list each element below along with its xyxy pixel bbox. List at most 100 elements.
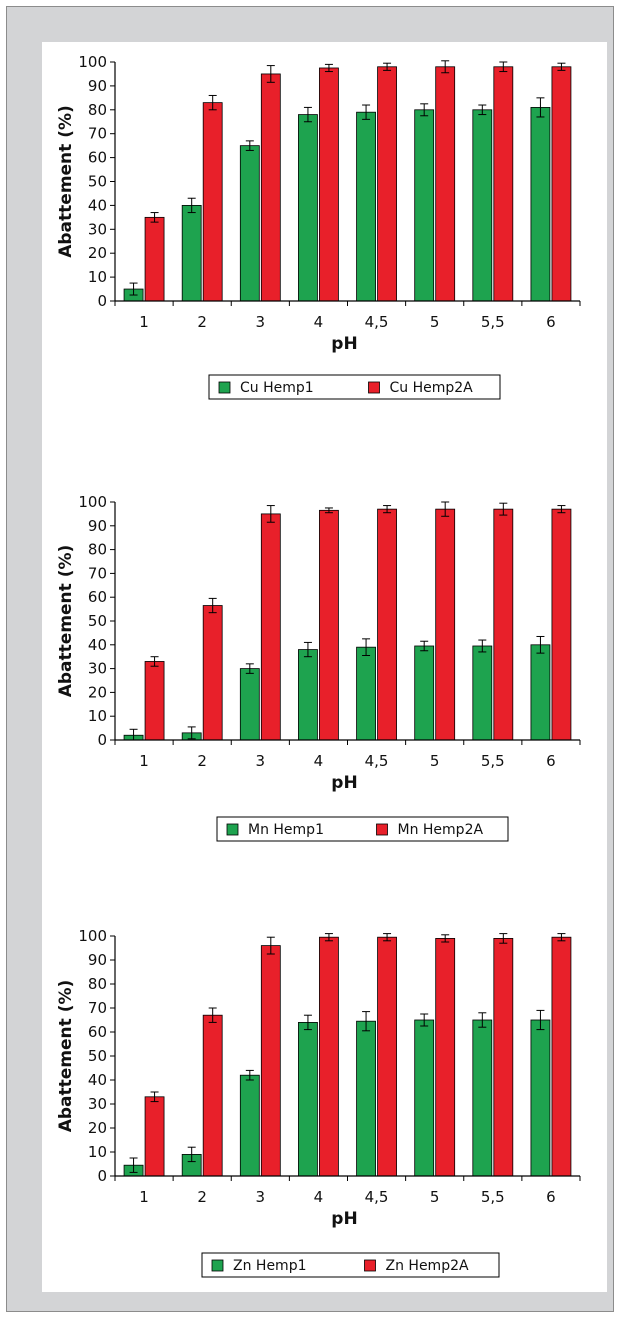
legend-swatch	[211, 1259, 224, 1272]
x-tick-label: 2	[197, 752, 207, 770]
bar-hemp1	[472, 109, 493, 302]
bar-hemp1	[239, 668, 260, 741]
x-tick-label: 5,5	[481, 313, 505, 331]
bar-hemp2a	[377, 508, 397, 741]
y-tick-label: 0	[97, 292, 107, 310]
x-tick-label: 3	[256, 1188, 266, 1206]
x-tick-label: 5	[430, 1188, 440, 1206]
y-tick-label: 80	[88, 101, 107, 119]
y-tick-label: 70	[88, 125, 107, 143]
figure-frame: 0 10 20 30 40 50 60 70 80 90 100 1 2 3 4 4,5 5 5,5 6 pH Abat…	[6, 6, 614, 1312]
legend-swatch	[368, 381, 380, 394]
y-tick-label: 20	[88, 683, 107, 701]
bar-hemp2a	[202, 605, 223, 741]
bar-hemp2a	[435, 938, 456, 1177]
bar-hemp2a	[319, 936, 339, 1177]
x-tick-label: 5	[430, 752, 440, 770]
bar-hemp1	[414, 645, 435, 741]
y-tick-label: 20	[88, 1119, 107, 1137]
y-tick-label: 80	[88, 541, 107, 559]
bar-hemp2a	[319, 509, 339, 741]
y-tick-label: 10	[88, 707, 107, 725]
legend-swatch	[376, 823, 388, 836]
bar-hemp2a	[377, 66, 397, 302]
chart-3: 0 10 20 30 40 50 60 70 80 90 100 1 2 3 4 4,5 5 5,5 6 pH Abat…	[56, 927, 581, 1278]
y-tick-label: 100	[78, 53, 107, 71]
bar-hemp1	[414, 109, 435, 302]
legend-label: Mn Hemp1	[248, 822, 324, 838]
bar-hemp1	[239, 1074, 260, 1177]
bar-hemp2a	[551, 66, 572, 302]
y-tick-label: 10	[88, 1143, 107, 1161]
legend-label: Mn Hemp2A	[398, 822, 484, 838]
y-tick-label: 100	[78, 927, 107, 945]
bar-hemp1	[472, 1019, 493, 1177]
bar-hemp1	[530, 644, 551, 741]
x-tick-label: 4,5	[365, 752, 389, 770]
x-tick-label: 4,5	[365, 313, 389, 331]
bar-hemp2a	[260, 945, 281, 1177]
figure-panel: 0 10 20 30 40 50 60 70 80 90 100 1 2 3 4 4,5 5 5,5 6 pH Abat…	[42, 42, 607, 1292]
bar-hemp2a	[319, 67, 339, 302]
bar-hemp2a	[144, 216, 165, 302]
y-tick-label: 60	[88, 149, 107, 167]
y-tick-label: 50	[88, 612, 107, 630]
legend-label: Cu Hemp1	[240, 380, 314, 396]
x-axis-title: pH	[331, 1209, 357, 1229]
bar-hemp2a	[202, 102, 223, 302]
x-tick-label: 4	[314, 1188, 324, 1206]
x-tick-label: 4,5	[365, 1188, 389, 1206]
y-tick-label: 40	[88, 1071, 107, 1089]
y-tick-label: 30	[88, 220, 107, 238]
y-tick-label: 60	[88, 588, 107, 606]
bar-hemp2a	[202, 1014, 223, 1177]
x-tick-label: 3	[256, 313, 266, 331]
bar-hemp1	[414, 1019, 435, 1177]
bar-hemp1	[298, 114, 318, 302]
bar-hemp1	[298, 649, 318, 741]
bar-hemp2a	[551, 508, 572, 741]
y-axis-title: Abattement (%)	[56, 105, 76, 258]
y-tick-label: 90	[88, 77, 107, 95]
legend-swatch	[226, 823, 239, 836]
bar-hemp1	[356, 111, 376, 302]
y-tick-label: 70	[88, 564, 107, 582]
legend-box	[201, 1252, 500, 1278]
bar-hemp2a	[493, 938, 514, 1177]
legend-label: Zn Hemp1	[233, 1258, 307, 1274]
x-axis-title: pH	[331, 773, 357, 793]
y-tick-label: 90	[88, 517, 107, 535]
bar-hemp2a	[435, 66, 456, 302]
bar-hemp2a	[144, 661, 165, 741]
x-tick-label: 1	[139, 1188, 149, 1206]
x-tick-label: 4	[314, 313, 324, 331]
y-tick-label: 40	[88, 636, 107, 654]
bar-hemp2a	[493, 66, 514, 302]
bar-hemp2a	[493, 508, 514, 741]
y-axis-title: Abattement (%)	[56, 545, 76, 698]
bar-hemp1	[530, 1019, 551, 1177]
y-tick-label: 30	[88, 1095, 107, 1113]
y-tick-label: 40	[88, 196, 107, 214]
y-tick-label: 10	[88, 268, 107, 286]
x-tick-label: 3	[256, 752, 266, 770]
x-tick-label: 2	[197, 1188, 207, 1206]
bar-hemp2a	[260, 513, 281, 741]
x-tick-label: 1	[139, 313, 149, 331]
chart-2: 0 10 20 30 40 50 60 70 80 90 100 1 2 3 4 4,5 5 5,5 6 pH Abat…	[56, 493, 581, 842]
legend-label: Cu Hemp2A	[390, 380, 474, 396]
y-tick-label: 20	[88, 244, 107, 262]
legend: Cu Hemp1 Cu Hemp2A	[208, 374, 501, 400]
x-tick-label: 6	[546, 752, 556, 770]
x-axis-title: pH	[331, 334, 357, 354]
legend: Zn Hemp1 Zn Hemp2A	[201, 1252, 500, 1278]
y-tick-label: 0	[97, 1167, 107, 1185]
x-tick-label: 2	[197, 313, 207, 331]
bar-hemp1	[181, 204, 202, 302]
x-tick-label: 4	[314, 752, 324, 770]
bar-hemp1	[356, 646, 376, 741]
x-tick-label: 6	[546, 313, 556, 331]
y-tick-label: 80	[88, 975, 107, 993]
bar-hemp1	[298, 1022, 318, 1177]
